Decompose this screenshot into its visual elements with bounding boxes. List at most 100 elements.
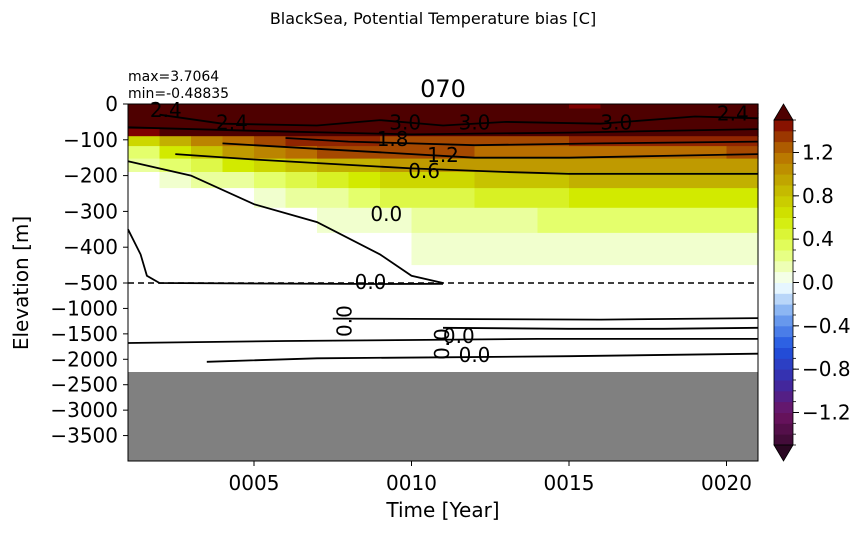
heatmap-cell [411,365,444,373]
heatmap-cell [411,122,444,130]
heatmap-cell [506,317,539,336]
heatmap-cell [348,108,381,114]
heatmap-cell [222,335,255,353]
heatmap-cell [159,300,192,318]
heatmap-cell [317,158,350,173]
contour-line-0.0 [206,352,759,363]
heatmap-cell [537,335,570,353]
heatmap-cell [317,188,350,209]
heatmap-cell [159,104,192,110]
heatmap-cell [285,122,318,130]
heatmap-cell [411,188,444,209]
heatmap-cell [222,113,255,119]
heatmap-cell [191,232,224,266]
heatmap-cell [663,104,696,110]
heatmap-cell [695,207,728,234]
heatmap-cell [411,300,444,318]
contour-label: 0.0 [430,328,454,360]
contour-label: 2.4 [717,102,749,126]
contour-label: 2.4 [150,98,182,122]
heatmap-cell [569,158,602,173]
heatmap-cell [380,351,413,367]
heatmap-cell [506,117,539,124]
heatmap-cell [443,207,476,234]
heatmap-cell [191,108,224,114]
colorbar-tick-label: 0.4 [802,227,834,251]
x-tick-label: 0010 [386,471,437,495]
heatmap-cell [537,317,570,336]
heatmap-cell [537,108,570,114]
heatmap-cell [569,351,602,367]
heatmap-cell [443,317,476,336]
heatmap-cell [348,232,381,266]
heatmap-cell [474,113,507,119]
heatmap-cell [222,117,255,124]
heatmap-cell [222,146,255,160]
heatmap-cell [632,172,665,189]
contour-line-0.6 [175,153,758,175]
heatmap-cell [569,146,602,160]
heatmap-cell [726,300,759,318]
heatmap-cell [569,335,602,353]
heatmap-cell [411,117,444,124]
heatmap-cell [348,188,381,209]
heatmap-cell [317,117,350,124]
heatmap-cell [380,108,413,114]
heatmap-cell [128,188,161,209]
heatmap-cell [317,207,350,234]
y-tick-label: −3500 [50,424,118,448]
heatmap-cell [317,300,350,318]
heatmap-cell [537,300,570,318]
colorbar-swatch [774,347,793,359]
heatmap-cell [726,351,759,367]
heatmap-cell [695,146,728,160]
heatmap-cell [663,300,696,318]
heatmap-cell [632,108,665,114]
heatmap-cell [537,351,570,367]
heatmap-cell [474,158,507,173]
colorbar-swatch [774,358,793,370]
heatmap-cell [506,335,539,353]
heatmap-cell [380,158,413,173]
contour-labels: 0.00.61.21.82.4 3.0 3.0 3.0 2.42.40.0 0.00.00… [150,98,749,367]
contour-label: 0.0 [355,270,387,294]
heatmap-cell [663,129,696,137]
heatmap-cell [695,300,728,318]
heatmap-cell [474,232,507,266]
heatmap-cell [128,117,161,124]
heatmap-cell [695,113,728,119]
colorbar-swatch [774,239,793,251]
heatmap-cell [380,288,413,302]
heatmap-cell [632,207,665,234]
colorbar-swatch [774,390,793,403]
figure-suptitle: BlackSea, Potential Temperature bias [C] [270,9,596,28]
heatmap-cell [726,207,759,234]
heatmap-cell [191,136,224,147]
heatmap-cell [600,317,633,336]
colorbar-swatch [774,195,793,208]
heatmap-cell [285,113,318,119]
heatmap-cell [537,104,570,110]
heatmap-cell [632,188,665,209]
heatmap-cell [600,129,633,137]
heatmap-cell [726,122,759,130]
heatmap-cell [380,300,413,318]
heatmap-cell [474,265,507,289]
heatmap-cell [537,136,570,147]
contour-label: 3.0 [600,111,632,135]
heatmap-cell [600,288,633,302]
heatmap-cell [695,265,728,289]
heatmap-cell [222,172,255,189]
heatmap-cell [663,113,696,119]
heatmap-cell [695,158,728,173]
stats-min: min=-0.48835 [128,86,229,102]
heatmap-cell [537,172,570,189]
heatmap-cell [474,172,507,189]
heatmap-cell [159,365,192,373]
heatmap-cell [506,288,539,302]
colorbar-swatch [774,152,793,164]
heatmap-cell [506,172,539,189]
plot-area: 0.00.61.21.82.4 3.0 3.0 3.0 2.42.40.0 0.00.00… [127,98,759,462]
heatmap-cell [569,317,602,336]
heatmap-cell [443,117,476,124]
